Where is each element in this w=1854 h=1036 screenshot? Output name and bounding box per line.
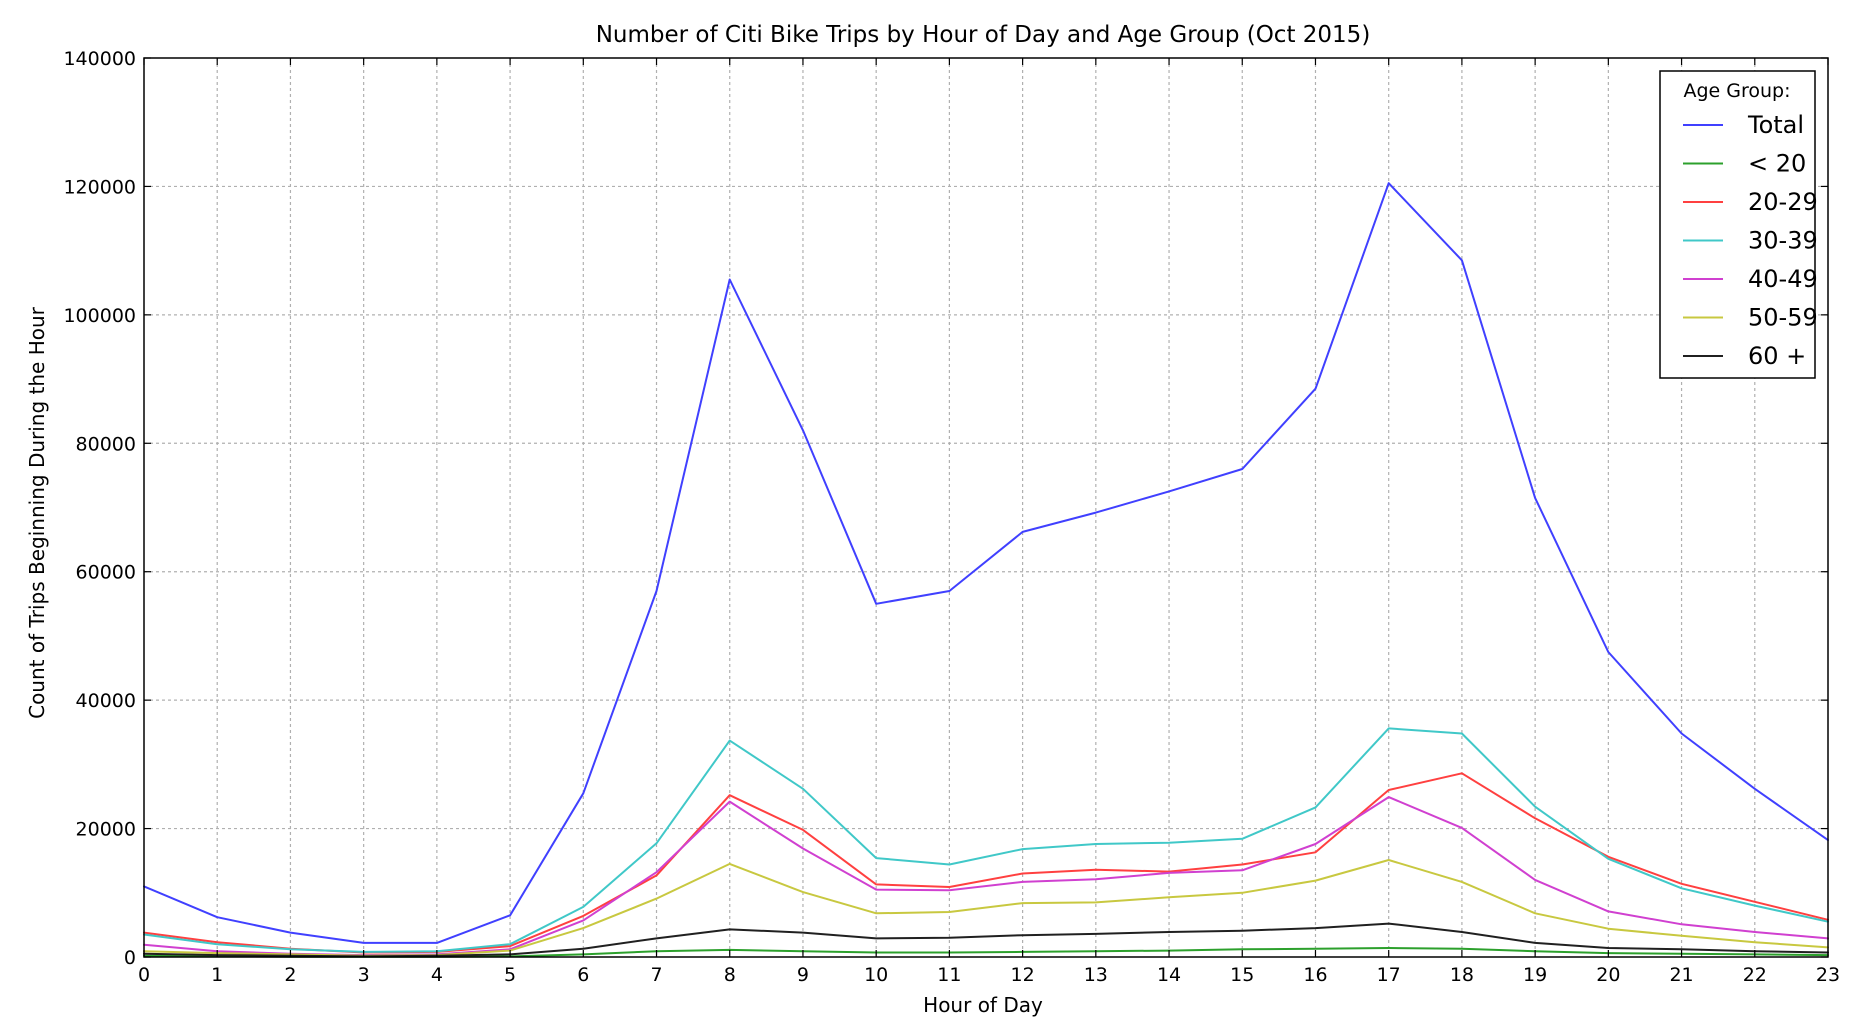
- axis-ticks: 0 1 2 3 4 5 6 7 8 9 10 11 12 13 14 15 16 17 18 19 20 21 22 2302…: [63, 48, 1840, 986]
- x-tick-label: 14: [1157, 964, 1181, 986]
- legend-label: 50-59: [1748, 304, 1818, 332]
- legend-items: Total < 20 20-29 30-39 40-49 50-59 60 +: [1683, 111, 1818, 370]
- x-tick-label: 15: [1230, 964, 1254, 986]
- legend-box: [1659, 70, 1816, 379]
- y-tick-label: 60000: [76, 562, 136, 584]
- series-line-total: [143, 182, 1829, 944]
- series-line-30-39: [143, 727, 1829, 953]
- x-tick-label: 16: [1303, 964, 1327, 986]
- x-tick-label: 19: [1523, 964, 1547, 986]
- legend-label: 30-39: [1748, 227, 1818, 255]
- x-tick-label: 23: [1816, 964, 1840, 986]
- legend: Age Group: Total < 20 20-29 30-39 40-49 50-59…: [1659, 70, 1818, 379]
- series-line-60: [143, 922, 1829, 958]
- x-tick-label: 1: [211, 964, 223, 986]
- legend-label: Total: [1747, 111, 1804, 139]
- x-tick-label: 20: [1596, 964, 1620, 986]
- x-tick-label: 11: [937, 964, 961, 986]
- chart-title: Number of Citi Bike Trips by Hour of Day…: [596, 22, 1371, 48]
- y-tick-label: 120000: [63, 176, 136, 198]
- grid: [144, 58, 1828, 957]
- x-tick-label: 7: [650, 964, 662, 986]
- x-tick-label: 2: [284, 964, 296, 986]
- legend-label: < 20: [1748, 150, 1806, 178]
- x-tick-label: 10: [864, 964, 888, 986]
- x-tick-label: 4: [431, 964, 443, 986]
- x-tick-label: 3: [358, 964, 370, 986]
- x-tick-label: 8: [724, 964, 736, 986]
- y-tick-label: 40000: [76, 690, 136, 712]
- legend-label: 60 +: [1748, 342, 1806, 370]
- legend-title: Age Group:: [1683, 80, 1790, 102]
- x-tick-label: 21: [1669, 964, 1693, 986]
- x-tick-label: 13: [1084, 964, 1108, 986]
- y-tick-label: 0: [124, 947, 136, 969]
- x-tick-label: 6: [577, 964, 589, 986]
- legend-label: 40-49: [1748, 265, 1818, 293]
- y-tick-label: 20000: [76, 819, 136, 841]
- x-tick-label: 12: [1011, 964, 1035, 986]
- x-tick-label: 22: [1743, 964, 1767, 986]
- y-axis-label: Count of Trips Beginning During the Hour: [25, 306, 49, 719]
- x-tick-label: 18: [1450, 964, 1474, 986]
- x-tick-label: 5: [504, 964, 516, 986]
- plot-area-frame: [143, 57, 1829, 958]
- legend-label: 20-29: [1748, 188, 1818, 216]
- x-tick-label: 9: [797, 964, 809, 986]
- x-tick-label: 17: [1377, 964, 1401, 986]
- x-axis-label: Hour of Day: [923, 993, 1043, 1017]
- y-tick-label: 140000: [63, 48, 136, 70]
- y-tick-label: 100000: [63, 305, 136, 327]
- x-tick-label: 0: [138, 964, 150, 986]
- y-tick-label: 80000: [76, 433, 136, 455]
